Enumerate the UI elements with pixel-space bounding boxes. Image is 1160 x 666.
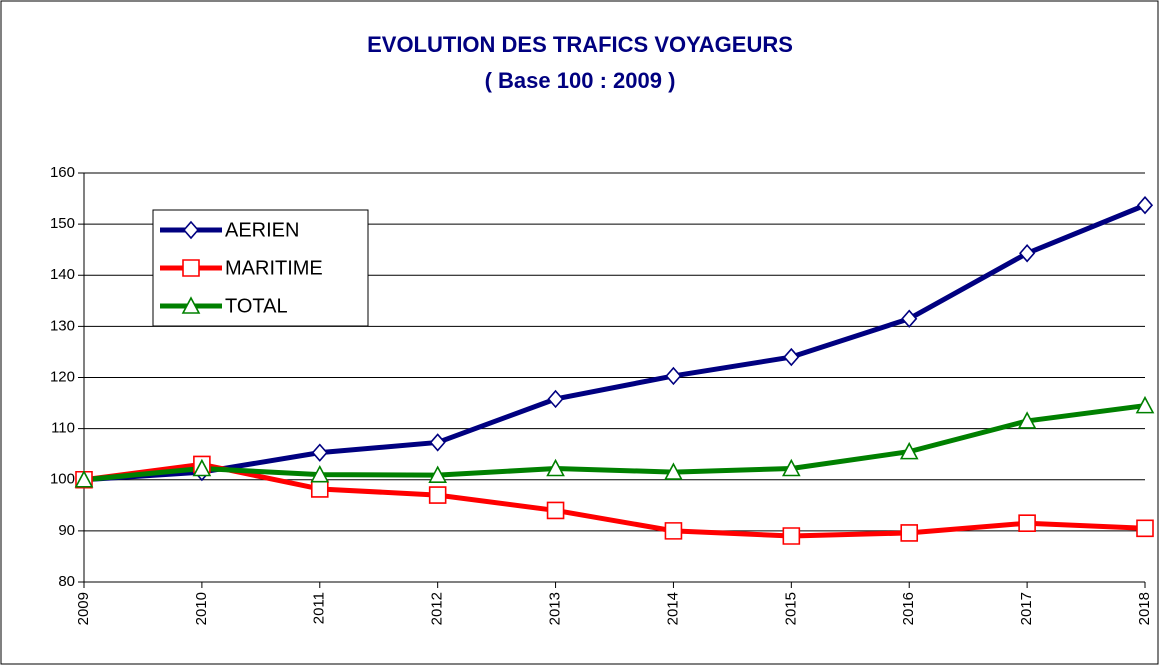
x-tick-label: 2009: [75, 592, 92, 625]
marker: [428, 465, 448, 483]
x-tick-label: 2017: [1018, 592, 1035, 625]
marker: [1136, 519, 1154, 538]
x-tick-label: 2014: [664, 592, 681, 625]
marker: [1017, 411, 1037, 429]
marker: [428, 486, 447, 504]
marker: [781, 458, 801, 477]
x-tick-label: 2010: [193, 592, 210, 625]
marker: [1136, 195, 1154, 215]
marker: [74, 470, 94, 488]
series-line: [83, 461, 1146, 539]
marker: [546, 458, 565, 477]
marker: [182, 220, 200, 240]
marker: [1019, 244, 1036, 263]
legend-label: TOTAL: [225, 295, 288, 317]
marker: [664, 462, 683, 480]
y-tick-label: 150: [50, 215, 75, 232]
marker: [429, 433, 446, 452]
marker: [546, 501, 565, 520]
y-tick-label: 80: [58, 573, 75, 590]
y-tick-label: 160: [50, 164, 75, 181]
series-line: [83, 202, 1146, 483]
y-tick-label: 120: [50, 368, 75, 385]
x-tick-label: 2015: [782, 592, 799, 625]
marker: [311, 443, 328, 462]
marker: [547, 389, 564, 409]
marker: [899, 441, 919, 460]
marker: [182, 259, 200, 277]
marker: [665, 366, 682, 386]
y-tick-label: 140: [50, 266, 75, 283]
x-tick-label: 2013: [547, 592, 564, 625]
y-tick-label: 90: [58, 522, 75, 539]
marker: [1135, 395, 1155, 414]
marker: [783, 347, 800, 367]
marker: [900, 524, 919, 542]
chart-subtitle: ( Base 100 : 2009 ): [485, 68, 676, 93]
legend-label: AERIEN: [225, 219, 299, 241]
y-tick-label: 130: [50, 317, 75, 334]
y-tick-label: 100: [50, 471, 75, 488]
marker: [664, 522, 683, 540]
x-tick-label: 2016: [900, 592, 917, 625]
series-line: [83, 403, 1146, 483]
marker: [901, 309, 918, 328]
marker: [310, 464, 330, 483]
x-tick-label: 2012: [429, 592, 446, 625]
legend-label: MARITIME: [225, 257, 323, 279]
y-tick-label: 110: [51, 420, 75, 437]
marker: [192, 458, 212, 477]
x-tick-label: 2018: [1136, 592, 1153, 625]
x-tick-label: 2011: [311, 592, 328, 624]
marker: [1018, 514, 1036, 533]
marker: [310, 480, 329, 498]
chart-title: EVOLUTION DES TRAFICS VOYAGEURS: [367, 32, 793, 57]
marker: [181, 296, 201, 314]
marker: [782, 527, 801, 545]
